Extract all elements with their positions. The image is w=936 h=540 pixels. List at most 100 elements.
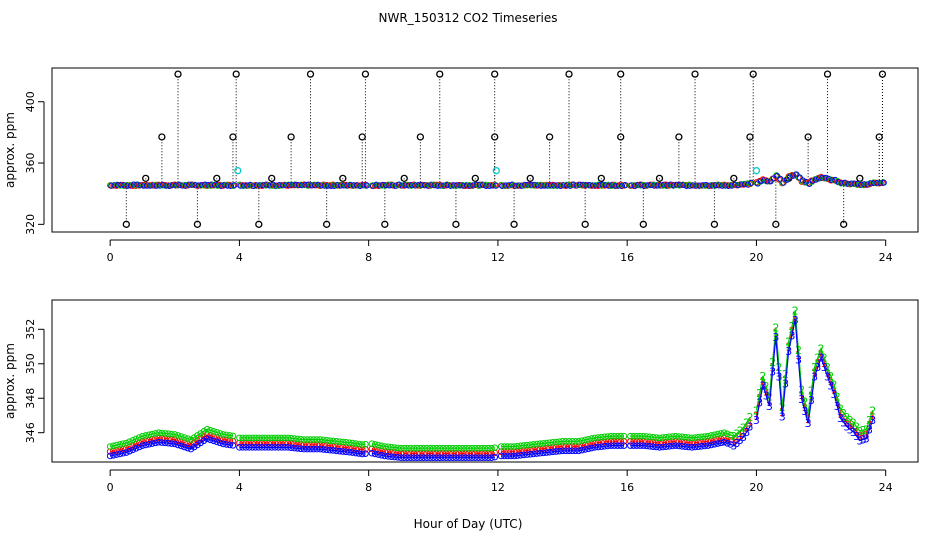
series-2-point (724, 430, 731, 438)
series-3-point (384, 453, 392, 460)
series-3-point (110, 451, 117, 459)
series-2-point (368, 440, 376, 448)
series-1-marker: 1 (737, 430, 744, 443)
series-2-point (727, 431, 734, 439)
series-2-point (649, 433, 657, 441)
series-2-point (407, 444, 414, 452)
series-2-point (342, 439, 350, 446)
baseline-point (184, 182, 191, 189)
series-2-marker: 2 (743, 416, 750, 429)
series-1-marker: 1 (860, 429, 867, 442)
series-2-point (242, 434, 250, 442)
series-2-marker: 2 (850, 416, 857, 429)
series-2-point (646, 433, 654, 441)
spike-point (268, 174, 276, 183)
baseline-point (120, 182, 127, 189)
series-3-point (462, 454, 469, 461)
series-3-point (165, 439, 172, 447)
series-3-point (546, 448, 553, 456)
series-2-point (672, 432, 679, 440)
series-2-point (258, 434, 266, 442)
series-3-point (417, 454, 424, 461)
series-2-point (187, 436, 195, 443)
series-3-point (662, 443, 670, 450)
series-3-point (472, 454, 479, 461)
series-3-point (672, 442, 679, 449)
series-3-point (630, 442, 637, 449)
series-2-point (355, 440, 363, 448)
series-3-point (381, 452, 389, 460)
series-3-point (258, 444, 266, 451)
series-3-marker: 3 (763, 390, 770, 403)
series-3-point (223, 441, 230, 448)
series-3-marker: 3 (769, 366, 776, 379)
series-3-marker: 3 (759, 379, 766, 392)
spike-point (193, 220, 202, 228)
series-3-point (132, 445, 140, 452)
series-2-marker: 2 (866, 414, 873, 427)
series-3-marker: 3 (734, 437, 741, 450)
series-2-point (601, 433, 608, 441)
bottom-x-tick-label: 0 (107, 481, 114, 494)
series-3-point (481, 454, 489, 461)
series-2-point (326, 437, 334, 444)
series-2-point (216, 430, 224, 437)
series-2-point (481, 444, 489, 452)
bottom-plot-frame (51, 299, 919, 463)
series-2-point (507, 443, 515, 450)
series-3-point (294, 445, 301, 452)
series-2-point (607, 432, 615, 440)
series-2-point (588, 435, 595, 442)
baseline-point (333, 182, 341, 189)
series-2-point (245, 434, 253, 442)
series-2-point (219, 431, 227, 438)
cyan-point (234, 167, 242, 175)
series-2-point (145, 431, 153, 439)
series-2-marker: 2 (779, 401, 786, 414)
series-2-marker: 2 (837, 403, 844, 416)
series-2-marker: 2 (830, 378, 837, 391)
baseline-point (715, 181, 722, 188)
series-3-point (436, 454, 444, 461)
series-2-point (546, 439, 553, 446)
series-3-point (704, 442, 712, 449)
series-2-marker: 2 (808, 384, 815, 397)
series-3-point (326, 446, 334, 454)
series-2-point (578, 437, 586, 444)
series-3-point (517, 451, 524, 459)
series-1-marker: 1 (801, 401, 808, 414)
series-1-marker: 1 (753, 409, 760, 422)
baseline-point (763, 177, 770, 184)
top-y-axis-label: approx. ppm (3, 112, 17, 188)
series-2-point (614, 432, 621, 440)
series-2-point (265, 434, 272, 442)
baseline-point (430, 181, 438, 188)
series-3-marker: 3 (737, 434, 744, 447)
series-3-marker: 3 (730, 440, 737, 453)
series-3-point (530, 450, 537, 458)
series-3-marker: 3 (830, 388, 837, 401)
series-3-marker: 3 (863, 433, 870, 446)
series-3-marker: 3 (792, 314, 799, 327)
series-3-point (455, 454, 463, 461)
series-2-point (210, 428, 217, 435)
series-2-point (197, 430, 204, 437)
series-3-point (669, 442, 676, 450)
series-3-point (155, 438, 162, 446)
series-2-point (543, 439, 550, 447)
series-1-marker: 1 (853, 426, 860, 439)
series-3-point (281, 444, 288, 451)
series-3-point (203, 435, 211, 443)
series-2-point (161, 430, 169, 437)
series-3-point (533, 450, 541, 457)
series-3-point (678, 443, 686, 450)
series-3-point (171, 440, 179, 448)
series-2-point (552, 438, 560, 446)
series-3-point (278, 444, 285, 451)
series-2-point (261, 434, 269, 442)
series-3-point (303, 445, 311, 453)
series-2-point (404, 444, 411, 452)
series-3-point (197, 439, 204, 447)
series-3-marker: 3 (840, 416, 847, 429)
series-3-point (614, 442, 621, 449)
